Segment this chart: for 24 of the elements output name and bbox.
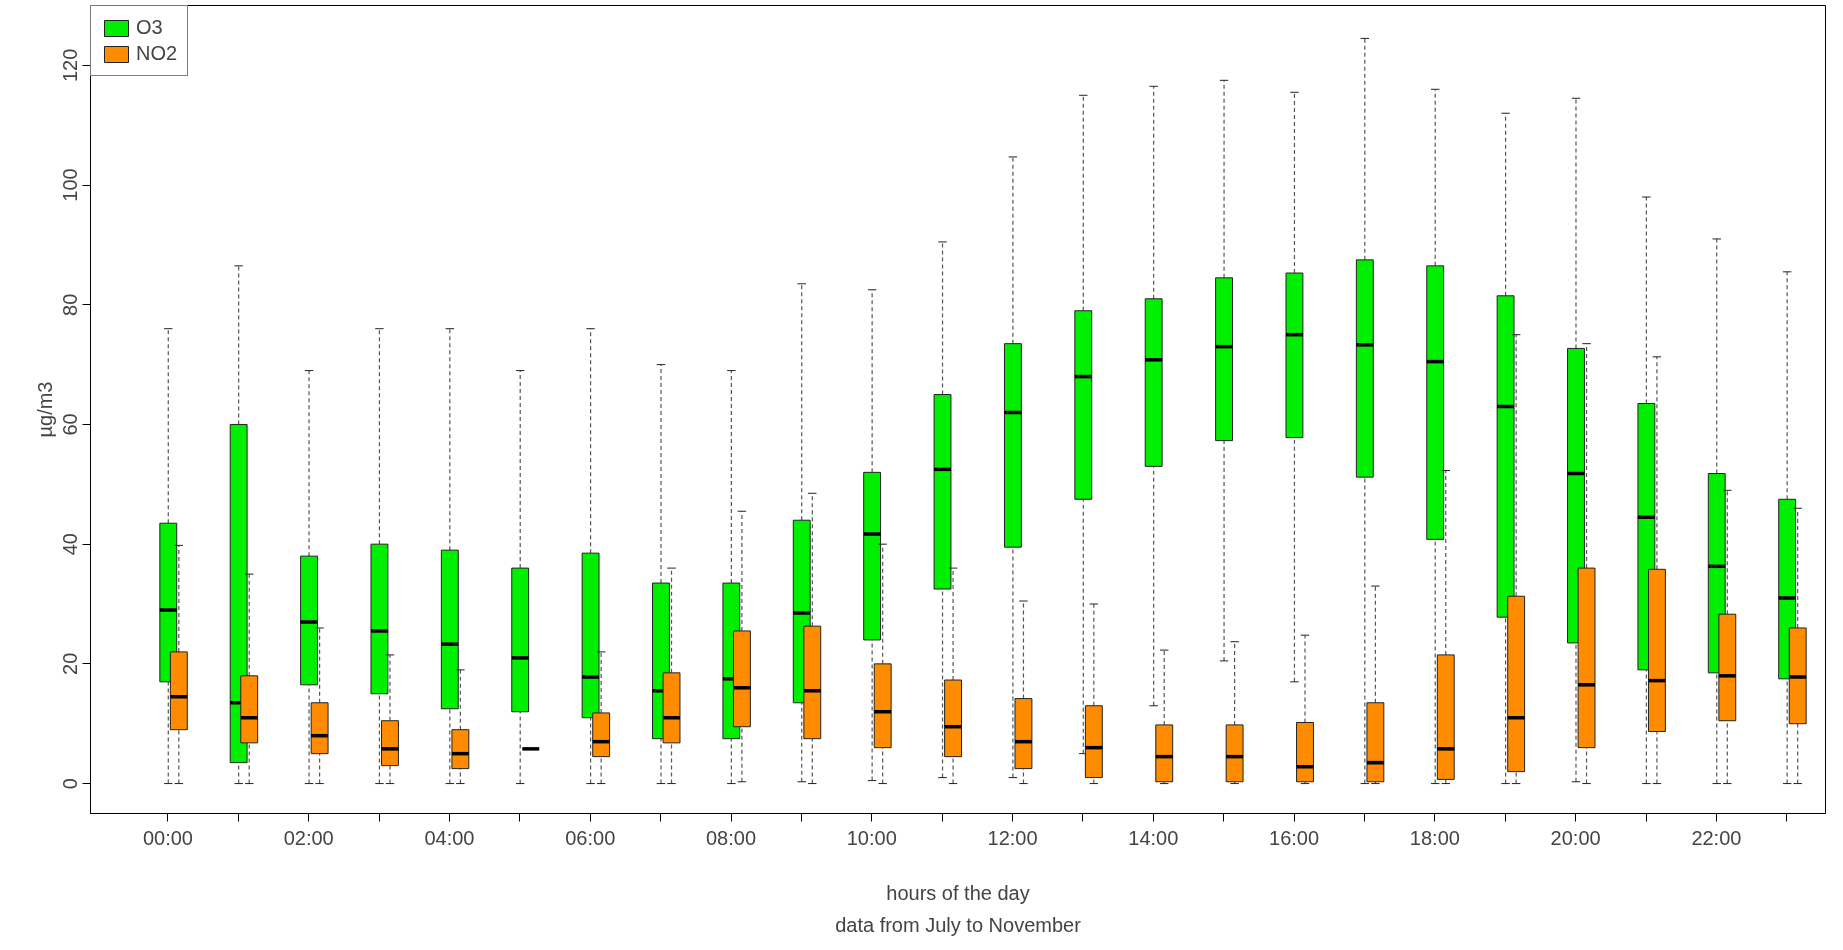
x-tick-label: 10:00 [846,826,897,849]
legend-label: O3 [136,16,163,39]
x-tick-label: 20:00 [1550,826,1601,849]
x-tick-label: 12:00 [987,826,1038,849]
y-tick-label: 0 [59,778,82,790]
x-axis-title: hours of the day [886,881,1030,904]
y-tick-label: 40 [59,533,82,556]
x-tick-label: 06:00 [565,826,616,849]
y-tick-label: 120 [59,48,82,83]
y-tick-label: 20 [59,652,82,675]
y-tick-label: 60 [59,413,82,436]
x-tick-label: 04:00 [424,826,475,849]
x-tick-label: 00:00 [142,826,193,849]
text: data from July to November [835,913,1082,936]
x-tick-label: 14:00 [1128,826,1179,849]
x-tick-label: 22:00 [1691,826,1742,849]
x-tick-label: 02:00 [283,826,334,849]
x-tick-label: 08:00 [705,826,757,849]
y-axis-title: µg/m3 [33,381,56,438]
legend-label: NO2 [136,42,178,65]
y-tick-label: 80 [59,293,82,316]
y-tick-label: 100 [59,168,82,202]
x-tick-label: 18:00 [1409,826,1460,849]
x-tick-label: 16:00 [1269,826,1320,849]
